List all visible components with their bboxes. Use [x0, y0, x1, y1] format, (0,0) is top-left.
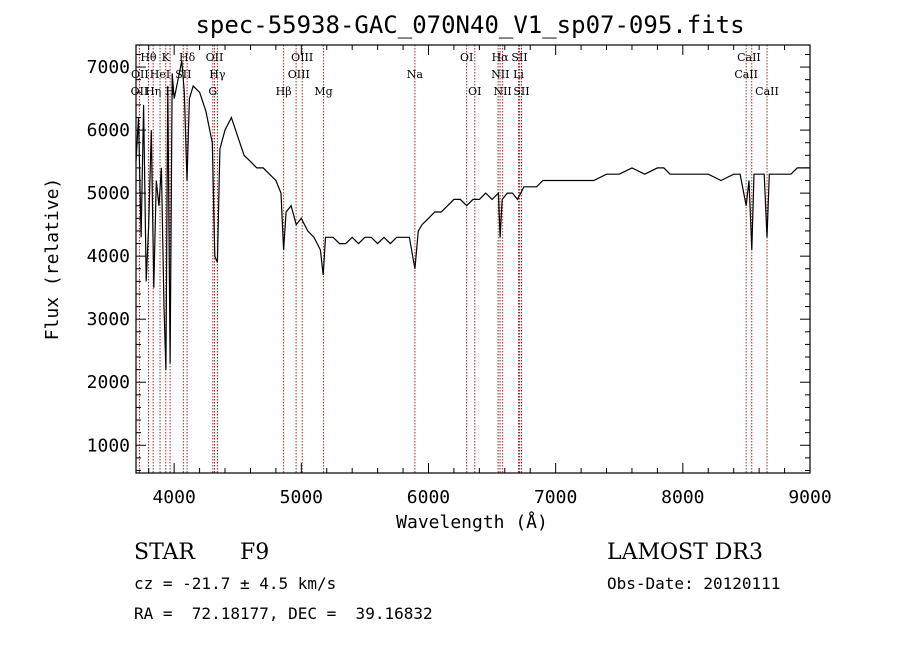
line-label: OII — [206, 51, 224, 64]
object-subclass: F9 — [240, 540, 270, 565]
obs-date: Obs-Date: 20120111 — [607, 574, 781, 593]
x-axis-label: Wavelength (Å) — [396, 511, 548, 533]
plot-frame — [135, 44, 811, 474]
line-label: Hβ — [276, 85, 292, 98]
line-label: Hδ — [179, 51, 196, 64]
line-label: OIII — [291, 51, 313, 64]
coordinates: RA = 72.18177, DEC = 39.16832 — [134, 604, 433, 623]
x-tick-label: 8000 — [661, 487, 704, 508]
line-label: H — [165, 85, 175, 98]
line-label: NII — [493, 85, 511, 98]
x-tick-label: 4000 — [152, 487, 195, 508]
line-label: G — [208, 85, 217, 98]
y-tick-label: 3000 — [87, 309, 130, 330]
line-label: K — [162, 51, 171, 64]
line-label: CaII — [755, 85, 779, 98]
line-label: Hα — [492, 51, 510, 64]
y-tick-label: 5000 — [87, 183, 130, 204]
y-tick-label: 2000 — [87, 372, 130, 393]
line-markers — [138, 45, 768, 473]
line-label: OIII — [288, 68, 310, 81]
y-axis-label: Flux (relative) — [42, 178, 63, 341]
y-tick-label: 4000 — [87, 246, 130, 267]
line-label: Hγ — [209, 68, 226, 81]
line-label: OII — [131, 85, 149, 98]
line-label: CaII — [737, 51, 761, 64]
y-tick-label: 7000 — [87, 57, 130, 78]
line-label: HeI — [150, 68, 170, 81]
line-label: SII — [511, 51, 527, 64]
line-label: Mg — [314, 85, 332, 98]
line-label: OI — [468, 85, 481, 98]
line-label: SII — [513, 85, 529, 98]
y-tick-label: 1000 — [87, 435, 130, 456]
line-label: OII — [131, 68, 149, 81]
y-tick-label: 6000 — [87, 120, 130, 141]
object-class: STAR — [134, 540, 195, 565]
spectrum-line — [135, 60, 810, 370]
x-tick-label: 5000 — [280, 487, 323, 508]
line-label: NII — [491, 68, 509, 81]
x-axis: 4000 5000 6000 7000 8000 9000 — [148, 45, 832, 508]
line-label: CaII — [734, 68, 758, 81]
x-tick-label: 6000 — [407, 487, 450, 508]
y-axis: 1000 2000 3000 4000 5000 6000 7000 — [87, 53, 810, 471]
line-label: Na — [407, 68, 424, 81]
chart-title: spec-55938-GAC_070N40_V1_sp07-095.fits — [195, 11, 744, 39]
survey-name: LAMOST DR3 — [607, 540, 763, 565]
line-label: Li — [513, 68, 524, 81]
redshift-cz: cz = -21.7 ± 4.5 km/s — [134, 574, 337, 593]
line-label: Hη — [145, 85, 161, 98]
x-tick-label: 9000 — [788, 487, 831, 508]
line-label: OI — [460, 51, 473, 64]
x-tick-label: 7000 — [534, 487, 577, 508]
line-label: Hθ — [140, 51, 157, 64]
